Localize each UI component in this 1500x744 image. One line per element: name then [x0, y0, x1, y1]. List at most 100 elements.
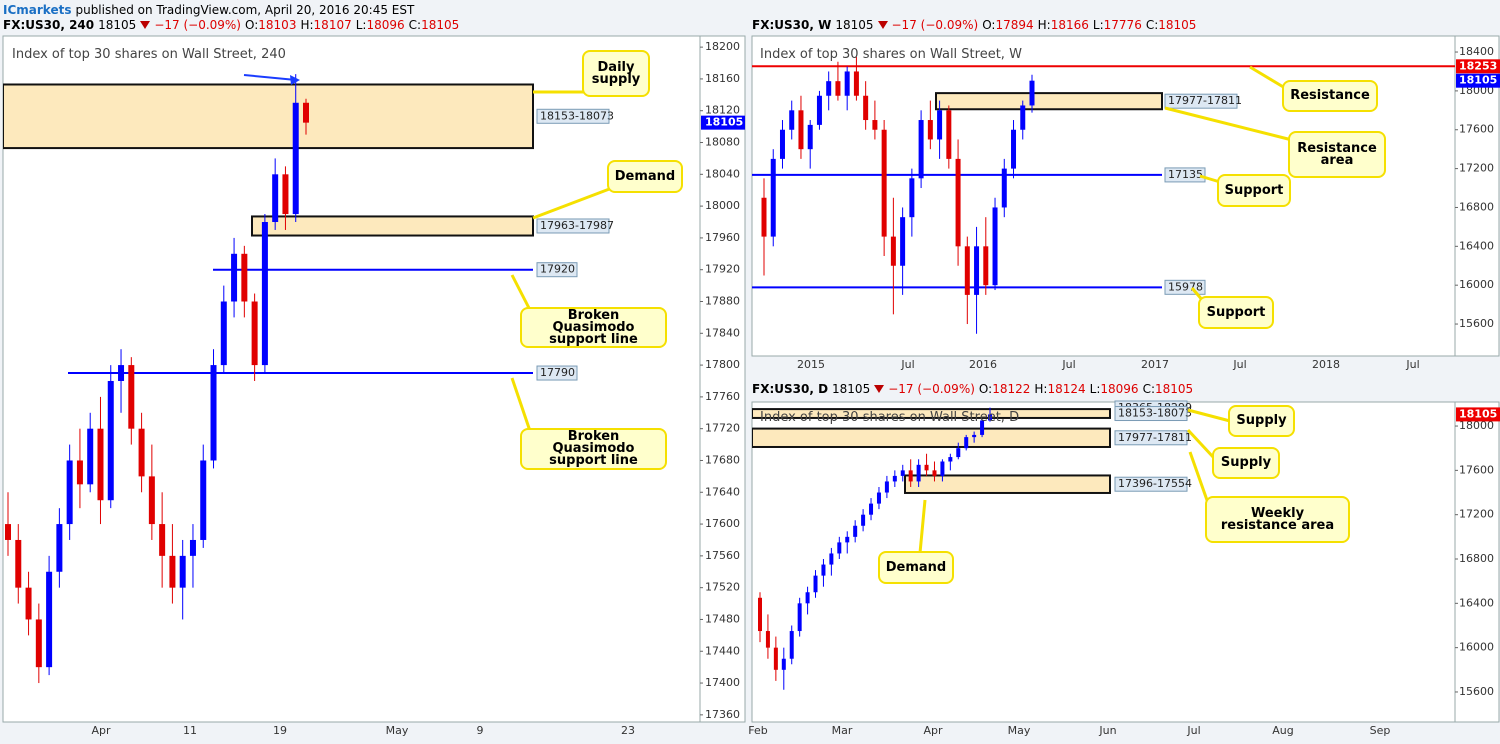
candle-body — [821, 564, 826, 576]
candle-body — [964, 437, 969, 449]
candle-body — [189, 539, 196, 556]
candle-body — [46, 571, 53, 668]
candle-body — [837, 542, 842, 554]
ohlc-label: O: — [982, 18, 996, 32]
callout-pointer — [1186, 428, 1216, 460]
candle-body — [916, 464, 921, 482]
y-tick-label: 17720 — [705, 422, 740, 435]
candle-body — [932, 470, 937, 476]
candle-body — [779, 129, 785, 159]
candle-body — [200, 460, 207, 540]
candle-body — [798, 110, 804, 150]
x-tick-label: 11 — [183, 724, 197, 737]
down-arrow — [874, 385, 885, 393]
callout: Broken Quasimodo support line — [520, 307, 667, 348]
candle-body — [1029, 80, 1035, 106]
candle-body — [918, 120, 924, 179]
symbol: FX:US30, 240 — [3, 18, 95, 32]
ohlc-value: 18124 — [1047, 382, 1086, 396]
price-tag — [1456, 59, 1500, 74]
candle-body — [890, 236, 896, 266]
y-tick-label: 18000 — [705, 199, 740, 212]
ohlc-label: C: — [1142, 382, 1155, 396]
callout: Support — [1217, 174, 1291, 207]
candle-body — [835, 81, 841, 96]
ohlc-label: H: — [1037, 18, 1051, 32]
last-price: 18105 — [835, 18, 874, 32]
callout-pointer — [1164, 106, 1293, 142]
candle-body — [282, 174, 289, 215]
callout-pointer — [510, 274, 532, 311]
price-tag-label: 18105 — [1459, 74, 1497, 87]
candle-body — [35, 619, 42, 668]
change: −17 (−0.09%) — [891, 18, 979, 32]
brand[interactable]: ICmarkets — [3, 3, 72, 17]
candle-body — [927, 120, 933, 140]
down-arrow — [877, 21, 888, 29]
callout: Supply — [1212, 447, 1280, 479]
candle-body — [872, 120, 878, 130]
top-bar: ICmarkets published on TradingView.com, … — [3, 2, 414, 18]
candle-body — [807, 124, 813, 150]
callout: Demand — [607, 160, 683, 193]
y-tick-label: 16800 — [1459, 200, 1494, 213]
candle-body — [251, 301, 258, 366]
candle-body — [956, 448, 961, 458]
ohlc-value: 18105 — [1154, 382, 1194, 396]
candle-body — [853, 71, 859, 96]
ohlc-value: 18096 — [366, 18, 405, 32]
plot-group — [3, 74, 534, 684]
zone-label: 17396-17554 — [1118, 477, 1192, 490]
y-tick-label: 17560 — [705, 549, 740, 562]
candle-body — [261, 222, 268, 366]
x-tick-label: 2018 — [1312, 358, 1340, 371]
zone-label-box — [1114, 476, 1188, 492]
x-tick-label: Feb — [748, 724, 767, 737]
candle-body — [761, 197, 767, 237]
candle-body — [813, 575, 818, 593]
candle-body — [781, 658, 786, 670]
y-tick-label: 17920 — [705, 263, 740, 276]
x-tick-label: Mar — [832, 724, 853, 737]
plot-group — [752, 56, 1455, 334]
change: −17 (−0.09%) — [154, 18, 241, 32]
y-tick-label: 17640 — [705, 485, 740, 498]
callout: Demand — [878, 551, 954, 584]
candle-body — [826, 81, 832, 96]
price-tag — [1456, 407, 1500, 422]
price-tag — [1456, 73, 1500, 88]
price-axis — [699, 35, 746, 723]
y-tick-label: 17960 — [705, 231, 740, 244]
zone-label-box — [1114, 430, 1188, 446]
zone-label-box — [1164, 93, 1238, 109]
ohlc-item: C:18105 — [1143, 382, 1194, 396]
y-tick-label: 16400 — [1459, 596, 1494, 609]
zone-label: 18153-18073 — [1118, 407, 1192, 420]
y-tick-label: 18200 — [705, 40, 740, 53]
zone-label: 17977-17811 — [1168, 94, 1242, 107]
candle-body — [924, 464, 929, 471]
arrow — [243, 74, 297, 81]
x-tick-label: Jul — [1405, 358, 1419, 371]
callout: Weekly resistance area — [1205, 496, 1350, 543]
candle-body — [789, 110, 795, 130]
ohlc-item: O:17894 — [982, 18, 1033, 32]
candle-body — [138, 428, 145, 477]
ohlc-item: H:18107 — [300, 18, 351, 32]
candle-body — [758, 597, 762, 632]
symbol: FX:US30, D — [752, 382, 829, 396]
ohlc-value: 18103 — [258, 18, 297, 32]
candle-body — [892, 475, 897, 482]
line-label: 17135 — [1168, 168, 1203, 181]
candle-body — [908, 470, 913, 482]
ohlc-value: 18096 — [1100, 382, 1139, 396]
line-label: 15978 — [1168, 280, 1203, 293]
y-tick-label: 17440 — [705, 644, 740, 657]
ohlc-item: H:18166 — [1038, 18, 1089, 32]
x-tick-label: Jul — [1186, 724, 1200, 737]
candle-body — [1020, 105, 1026, 130]
candle-body — [869, 503, 874, 515]
candle-body — [863, 95, 869, 121]
ohlc-item: O:18103 — [245, 18, 296, 32]
x-tick-label: Apr — [923, 724, 943, 737]
